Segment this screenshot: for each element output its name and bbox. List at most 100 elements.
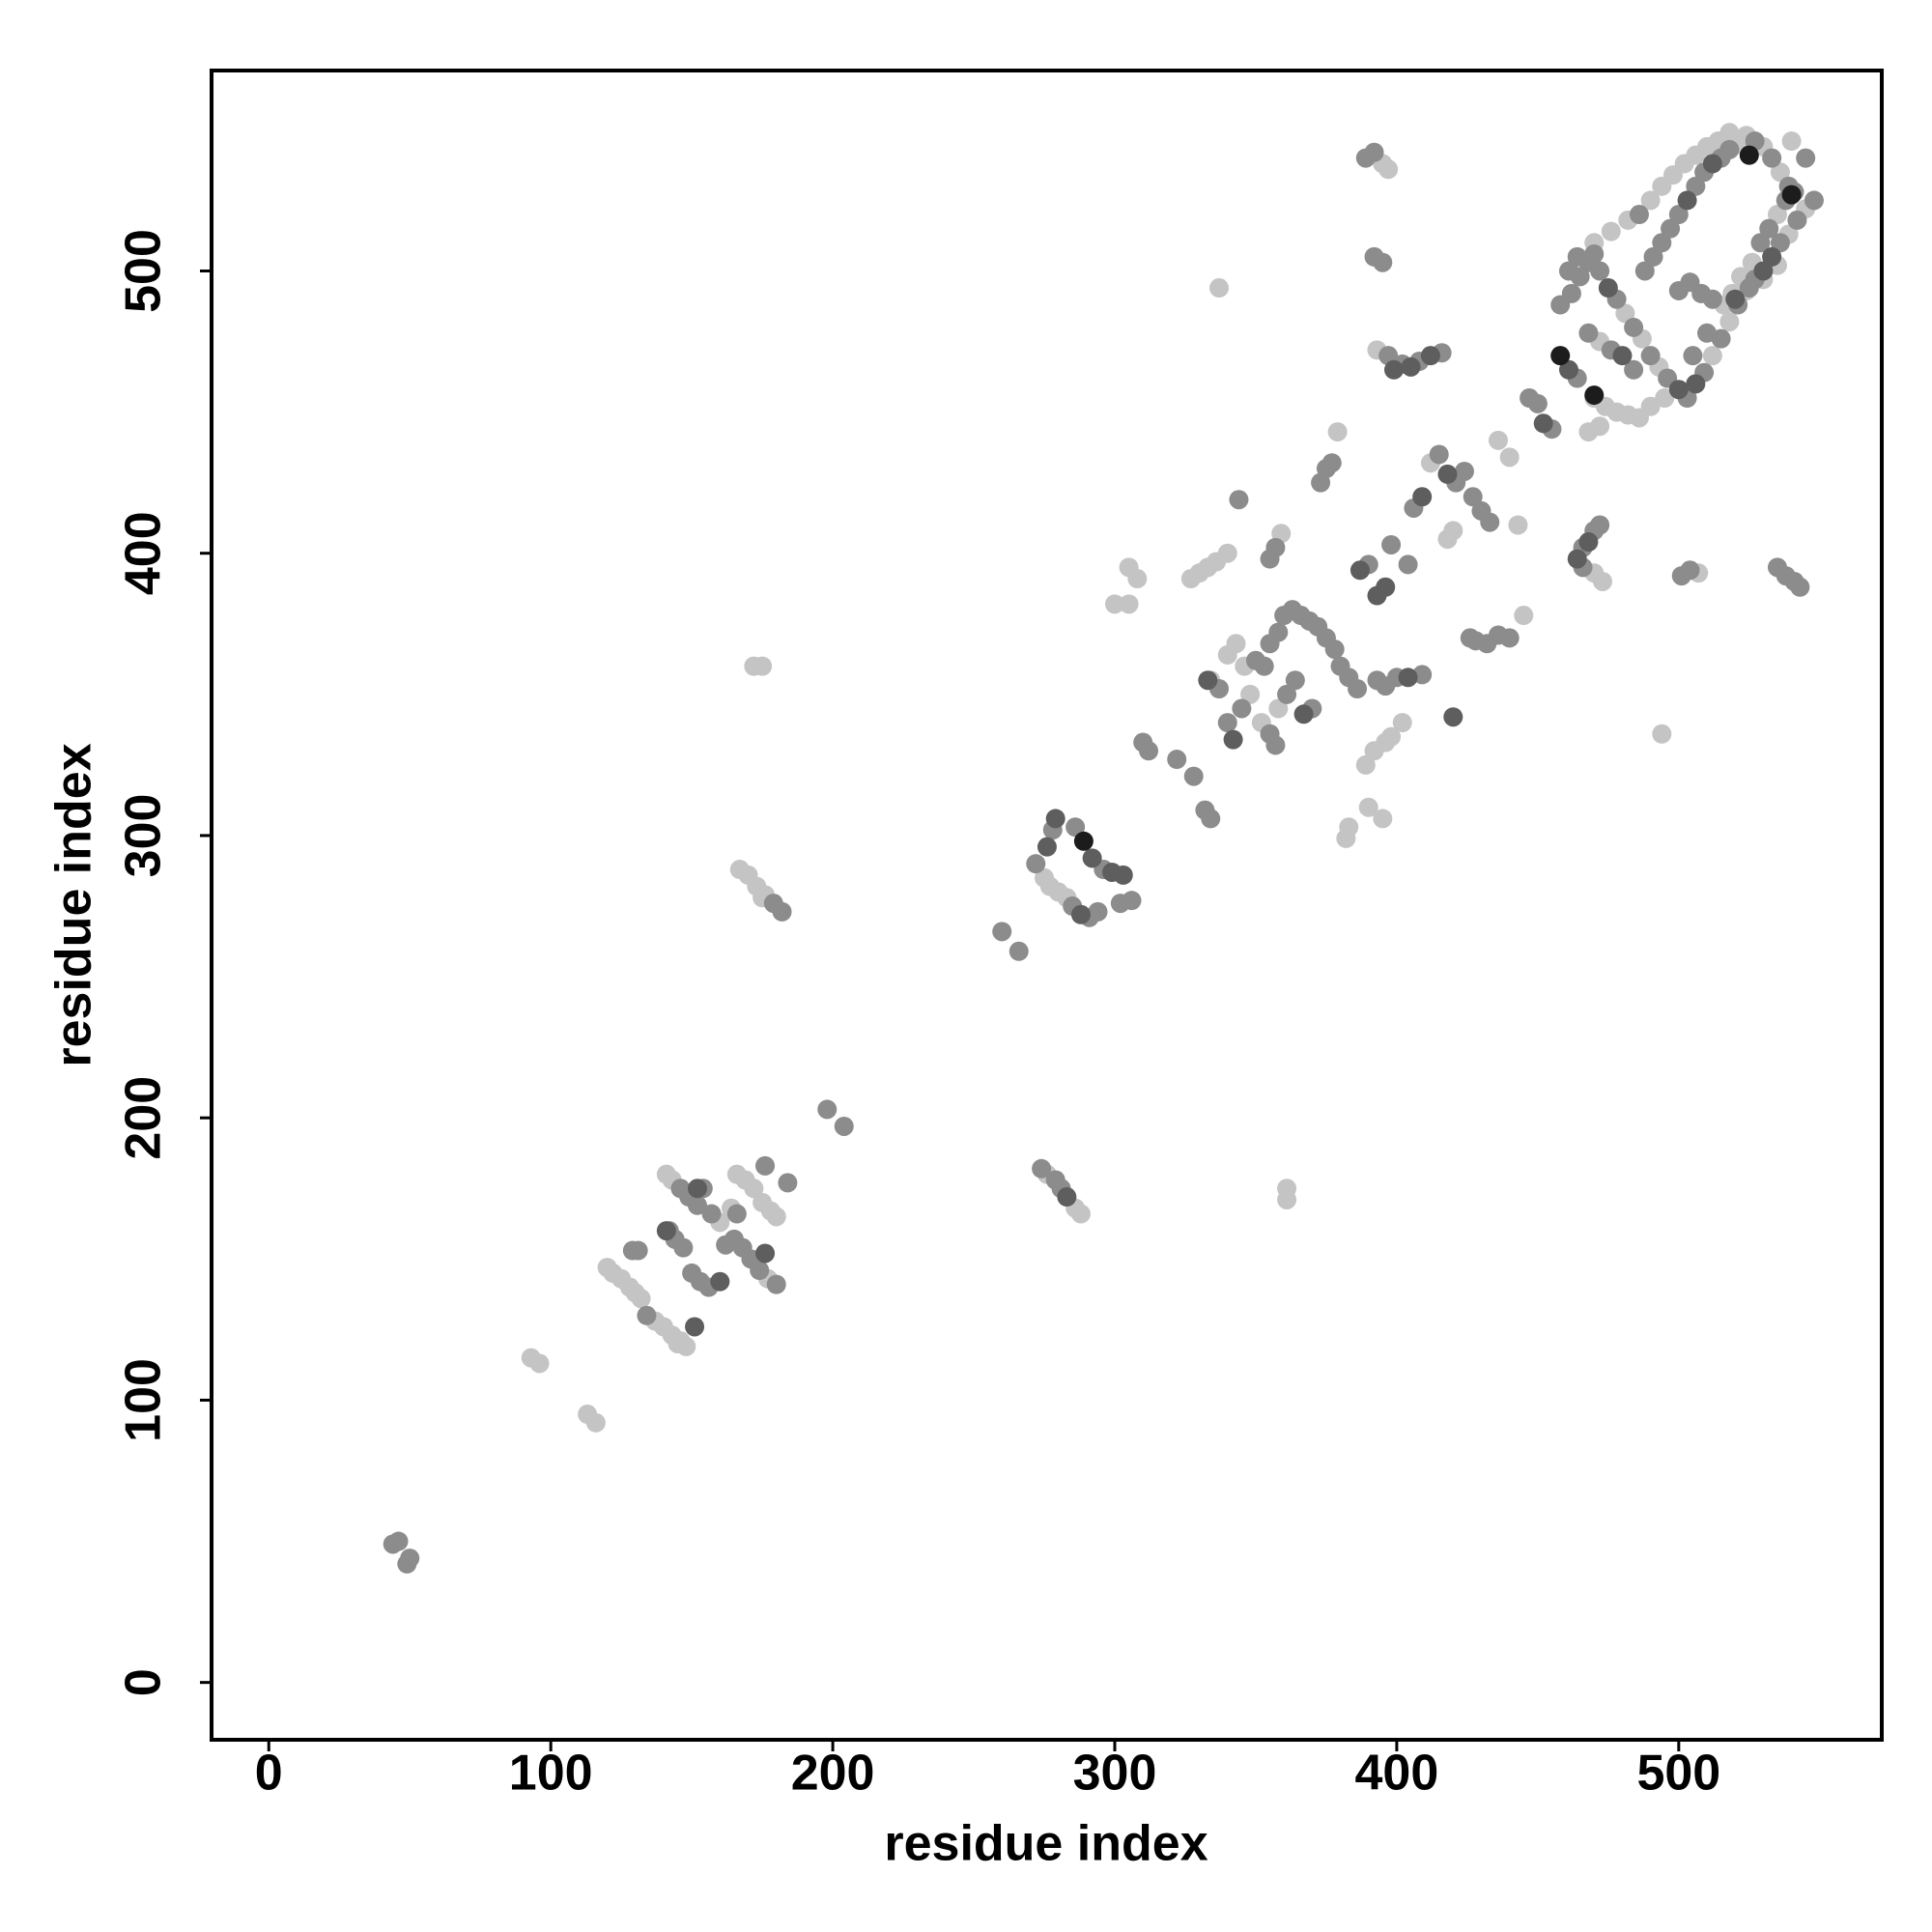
data-point xyxy=(1383,359,1404,380)
data-point xyxy=(1640,346,1661,366)
data-point xyxy=(1567,549,1587,569)
data-point xyxy=(1601,221,1621,242)
data-point xyxy=(1437,464,1458,484)
data-point xyxy=(1629,205,1649,225)
data-point xyxy=(1762,148,1782,168)
data-point xyxy=(1443,521,1463,541)
data-point xyxy=(1590,416,1610,437)
data-point xyxy=(1088,901,1108,922)
data-point xyxy=(750,1261,770,1281)
data-point xyxy=(753,656,773,676)
data-point xyxy=(755,1155,776,1176)
data-point xyxy=(1624,317,1644,337)
data-point xyxy=(1680,560,1700,581)
data-point xyxy=(1702,346,1722,366)
x-tick-label: 300 xyxy=(1073,1746,1157,1802)
data-point xyxy=(1217,713,1237,733)
data-point xyxy=(1358,797,1378,817)
data-point xyxy=(716,1235,736,1255)
data-point xyxy=(710,1271,730,1292)
data-point xyxy=(1183,766,1204,786)
data-point xyxy=(1327,422,1348,442)
data-point xyxy=(744,1179,764,1199)
data-point xyxy=(1026,854,1046,874)
data-point xyxy=(1070,1204,1091,1224)
data-point xyxy=(1702,289,1722,309)
data-point xyxy=(1697,323,1718,343)
data-point xyxy=(529,1353,550,1374)
data-point xyxy=(1037,837,1057,857)
data-point xyxy=(1398,668,1418,688)
data-point xyxy=(1355,754,1376,775)
data-point xyxy=(1514,606,1534,626)
data-point xyxy=(1463,487,1483,507)
data-point xyxy=(1277,1189,1297,1209)
data-point xyxy=(1429,444,1449,465)
data-point xyxy=(1567,246,1587,267)
data-point xyxy=(685,1317,705,1337)
data-point xyxy=(1070,904,1091,924)
data-point xyxy=(1677,190,1697,211)
data-point xyxy=(1593,571,1613,591)
data-point xyxy=(992,922,1012,942)
data-point xyxy=(1612,346,1633,366)
data-point xyxy=(1739,278,1759,298)
data-point xyxy=(1578,323,1599,343)
data-point xyxy=(1762,246,1782,267)
data-point xyxy=(766,1274,786,1294)
data-point xyxy=(1661,218,1681,239)
data-point xyxy=(1719,123,1740,143)
data-point xyxy=(1598,278,1618,298)
data-point xyxy=(766,1207,786,1227)
data-point xyxy=(1558,359,1578,380)
data-point xyxy=(1324,639,1345,660)
data-point xyxy=(1790,577,1810,597)
data-point xyxy=(1787,210,1807,230)
data-point xyxy=(1009,941,1029,961)
y-tick-label: 300 xyxy=(116,794,172,878)
data-point xyxy=(622,1240,642,1261)
data-point xyxy=(1804,190,1824,211)
data-point xyxy=(1719,312,1740,332)
data-point xyxy=(1265,537,1286,557)
data-point xyxy=(1073,831,1094,851)
data-point xyxy=(1268,698,1289,719)
data-point xyxy=(1770,233,1790,253)
data-point xyxy=(1561,283,1581,303)
plot-area xyxy=(383,123,1824,1574)
data-point xyxy=(1401,356,1421,377)
data-point xyxy=(1702,154,1722,174)
data-point xyxy=(1488,430,1508,450)
data-point xyxy=(1373,252,1393,272)
data-point xyxy=(1578,532,1599,553)
plot-frame xyxy=(210,69,1884,1742)
data-point xyxy=(1412,487,1433,507)
data-point xyxy=(1443,707,1463,727)
data-point xyxy=(1277,684,1297,704)
data-point xyxy=(1558,261,1578,281)
data-point xyxy=(1750,233,1771,253)
y-tick-label: 0 xyxy=(116,1668,172,1696)
data-point xyxy=(1770,162,1790,183)
data-point xyxy=(1119,594,1139,614)
data-point xyxy=(1122,891,1142,911)
data-point xyxy=(1285,670,1305,691)
data-point xyxy=(1508,515,1528,535)
data-point xyxy=(1293,704,1314,724)
data-point xyxy=(668,1333,688,1353)
data-point xyxy=(1454,461,1474,481)
data-point xyxy=(637,1305,657,1325)
data-point xyxy=(1065,817,1086,838)
data-point xyxy=(585,1412,606,1433)
data-point xyxy=(1643,246,1663,267)
data-point xyxy=(1420,346,1440,366)
data-point xyxy=(1392,713,1412,733)
data-point xyxy=(1398,554,1418,575)
data-point xyxy=(1640,396,1661,416)
data-point xyxy=(1668,205,1689,225)
data-point xyxy=(1739,145,1759,165)
data-point xyxy=(1254,656,1274,676)
